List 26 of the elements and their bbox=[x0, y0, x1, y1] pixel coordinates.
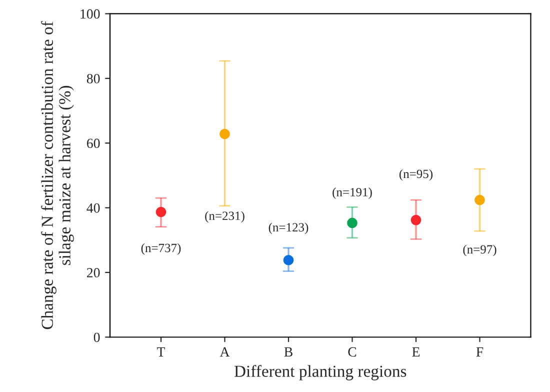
point bbox=[474, 194, 485, 206]
point bbox=[156, 206, 166, 218]
x-tick-label: C bbox=[348, 347, 356, 357]
x-tick-label: F bbox=[476, 347, 484, 356]
annotation: (n=95) bbox=[399, 169, 433, 181]
y-tick-label: 40 bbox=[86, 203, 100, 213]
x-tick-label: B bbox=[284, 347, 292, 357]
annotation: (n=231) bbox=[205, 211, 244, 223]
x-tick-label: T bbox=[157, 347, 166, 356]
y-tick-label: 60 bbox=[86, 138, 100, 148]
y-tick-label: 100 bbox=[80, 9, 100, 19]
annotation: (n=123) bbox=[268, 222, 308, 234]
x-tick-label: A bbox=[220, 347, 230, 356]
annotation: (n=97) bbox=[463, 244, 496, 256]
annotation: (n=191) bbox=[332, 188, 372, 199]
point bbox=[220, 128, 230, 140]
y-tick-label: 80 bbox=[86, 74, 100, 84]
point bbox=[410, 214, 422, 226]
y-axis-title: Change rate of N fertilizer contribution rate of silage maize at harvest (%) bbox=[41, 21, 74, 330]
annotation: (n=737) bbox=[141, 243, 181, 255]
point bbox=[283, 255, 294, 266]
y-tick-label: 20 bbox=[87, 268, 100, 278]
x-axis-title: Different planting regions bbox=[234, 364, 406, 380]
x-tick-label: E bbox=[412, 347, 420, 356]
y-tick-label: 0 bbox=[94, 332, 100, 342]
point bbox=[347, 218, 358, 228]
